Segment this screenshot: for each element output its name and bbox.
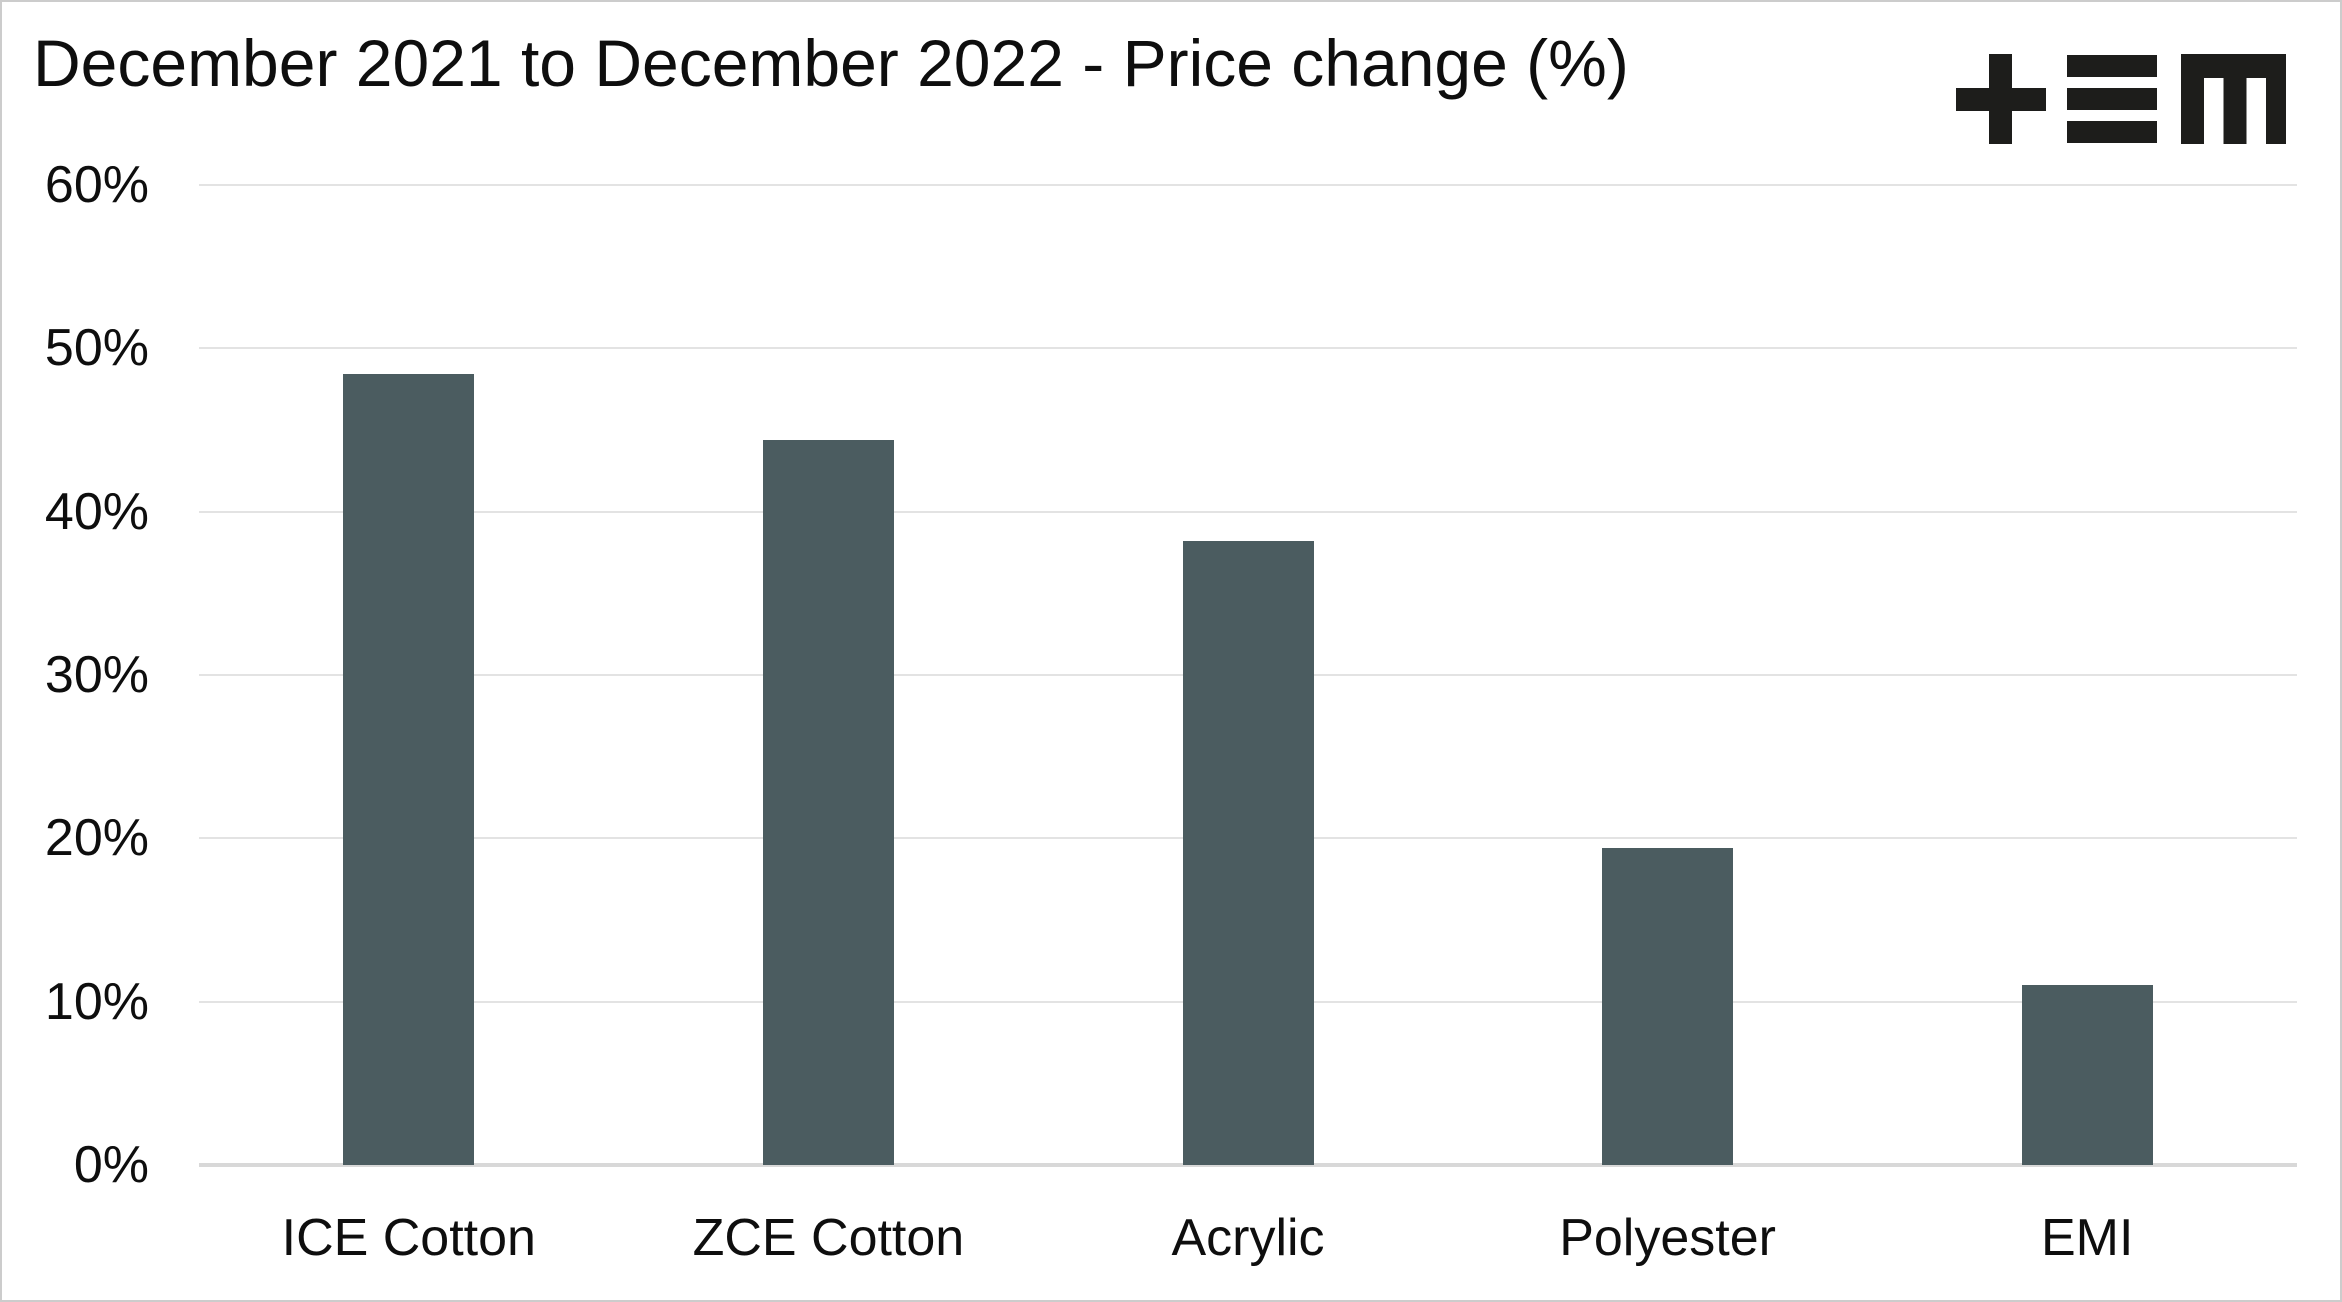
logo-bar-middle (2067, 88, 2157, 110)
gridline (199, 184, 2297, 186)
logo-bar-top (2067, 55, 2157, 77)
gridline (199, 347, 2297, 350)
y-axis-tick-label: 60% (44, 156, 149, 214)
tem-logo-icon (1956, 54, 2286, 144)
y-axis-tick-label: 40% (44, 482, 149, 541)
x-axis-category-label: Acrylic (1171, 1209, 1325, 1267)
bar (2021, 985, 2153, 1165)
chart-title: December 2021 to December 2022 - Price c… (33, 26, 1629, 100)
bar (1602, 848, 1734, 1165)
bar (343, 374, 475, 1165)
gridline (199, 510, 2297, 513)
x-axis-baseline (199, 1163, 2297, 1167)
logo-bar-bottom (2067, 121, 2157, 143)
y-axis-tick-label: 50% (44, 319, 149, 378)
y-axis-tick-label: 0% (73, 1136, 149, 1194)
bar (762, 439, 894, 1165)
y-axis-tick-label: 30% (44, 646, 149, 704)
x-axis-category-label: EMI (2040, 1209, 2134, 1267)
tem-logo (1956, 54, 2286, 144)
y-axis-tick-label: 10% (44, 972, 149, 1031)
logo-m-shape (2181, 54, 2286, 144)
x-axis-category-label: ICE Cotton (281, 1209, 536, 1267)
bar (1182, 541, 1314, 1165)
x-axis-category-label: ZCE Cotton (692, 1209, 965, 1267)
logo-plus-horizontal (1956, 88, 2046, 111)
y-axis-tick-label: 20% (44, 809, 149, 868)
x-axis-category-label: Polyester (1559, 1209, 1776, 1267)
